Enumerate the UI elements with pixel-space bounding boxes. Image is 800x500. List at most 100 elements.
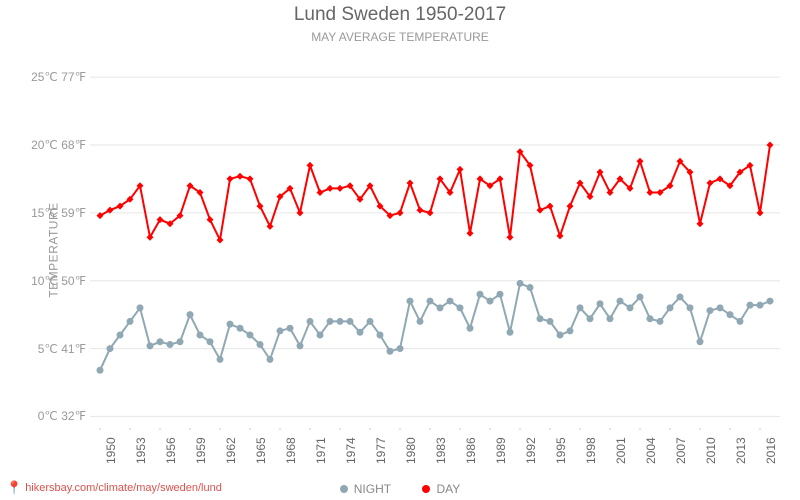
series-marker-day bbox=[757, 209, 764, 216]
series-marker-night bbox=[727, 311, 734, 318]
series-marker-day bbox=[467, 230, 474, 237]
series-marker-night bbox=[197, 332, 204, 339]
series-marker-night bbox=[257, 341, 264, 348]
series-marker-night bbox=[737, 318, 744, 325]
series-marker-day bbox=[337, 185, 344, 192]
source-attribution: 📍 hikersbay.com/climate/may/sweden/lund bbox=[6, 480, 222, 496]
series-marker-night bbox=[637, 294, 644, 301]
series-marker-night bbox=[127, 318, 134, 325]
series-marker-day bbox=[407, 180, 414, 187]
x-tick-label: 1956 bbox=[164, 437, 178, 464]
series-marker-night bbox=[147, 342, 154, 349]
series-marker-night bbox=[407, 298, 414, 305]
x-tick-label: 1992 bbox=[524, 437, 538, 464]
x-tick-label: 1986 bbox=[464, 437, 478, 464]
series-marker-night bbox=[97, 367, 104, 374]
series-marker-day bbox=[307, 162, 314, 169]
series-marker-night bbox=[657, 318, 664, 325]
chart-title: Lund Sweden 1950-2017 bbox=[0, 4, 800, 26]
series-marker-night bbox=[187, 311, 194, 318]
series-marker-day bbox=[247, 175, 254, 182]
series-marker-night bbox=[607, 315, 614, 322]
x-tick-label: 1962 bbox=[224, 437, 238, 464]
series-marker-day bbox=[697, 220, 704, 227]
series-marker-day bbox=[237, 173, 244, 180]
series-marker-night bbox=[337, 318, 344, 325]
series-marker-night bbox=[717, 304, 724, 311]
series-marker-night bbox=[577, 304, 584, 311]
series-marker-night bbox=[117, 332, 124, 339]
series-marker-night bbox=[617, 298, 624, 305]
x-tick-label: 1995 bbox=[554, 437, 568, 464]
series-marker-day bbox=[267, 223, 274, 230]
series-marker-night bbox=[267, 356, 274, 363]
series-marker-night bbox=[287, 325, 294, 332]
series-marker-night bbox=[277, 327, 284, 334]
y-tick-label: 0℃ 32℉ bbox=[38, 409, 86, 423]
x-tick-label: 1965 bbox=[254, 437, 268, 464]
series-marker-night bbox=[227, 321, 234, 328]
series-marker-night bbox=[357, 329, 364, 336]
series-marker-night bbox=[767, 298, 774, 305]
x-tick-label: 1968 bbox=[284, 437, 298, 464]
x-tick-label: 1989 bbox=[494, 437, 508, 464]
series-marker-night bbox=[747, 302, 754, 309]
series-marker-night bbox=[667, 304, 674, 311]
series-marker-day bbox=[427, 209, 434, 216]
series-marker-night bbox=[597, 300, 604, 307]
series-marker-day bbox=[557, 232, 564, 239]
series-marker-night bbox=[377, 332, 384, 339]
legend-label-day: DAY bbox=[436, 482, 460, 496]
series-marker-night bbox=[687, 304, 694, 311]
series-marker-day bbox=[637, 158, 644, 165]
chart-subtitle: MAY AVERAGE TEMPERATURE bbox=[0, 30, 800, 44]
series-marker-night bbox=[417, 318, 424, 325]
series-marker-night bbox=[157, 338, 164, 345]
x-tick-label: 2001 bbox=[614, 437, 628, 464]
series-marker-night bbox=[437, 304, 444, 311]
series-marker-night bbox=[477, 291, 484, 298]
series-marker-night bbox=[137, 304, 144, 311]
legend-marker-day bbox=[422, 485, 430, 493]
series-marker-day bbox=[257, 203, 264, 210]
y-tick-label: 10℃ 50℉ bbox=[31, 274, 86, 288]
x-tick-label: 1950 bbox=[104, 437, 118, 464]
legend-marker-night bbox=[340, 485, 348, 493]
series-marker-day bbox=[597, 169, 604, 176]
series-marker-night bbox=[367, 318, 374, 325]
series-marker-night bbox=[397, 345, 404, 352]
series-marker-day bbox=[567, 203, 574, 210]
series-marker-night bbox=[297, 342, 304, 349]
series-marker-night bbox=[317, 332, 324, 339]
y-tick-label: 20℃ 68℉ bbox=[31, 138, 86, 152]
series-marker-night bbox=[247, 332, 254, 339]
series-marker-night bbox=[307, 318, 314, 325]
x-tick-label: 2007 bbox=[674, 437, 688, 464]
x-tick-label: 1971 bbox=[314, 437, 328, 464]
series-marker-day bbox=[647, 189, 654, 196]
series-marker-night bbox=[447, 298, 454, 305]
series-marker-night bbox=[347, 318, 354, 325]
plot-area bbox=[90, 50, 780, 430]
x-tick-label: 2010 bbox=[704, 437, 718, 464]
series-marker-night bbox=[557, 332, 564, 339]
x-tick-label: 1977 bbox=[374, 437, 388, 464]
x-tick-label: 1959 bbox=[194, 437, 208, 464]
map-pin-icon: 📍 bbox=[6, 480, 22, 496]
legend-item-day: DAY bbox=[422, 482, 460, 496]
x-tick-label: 1953 bbox=[134, 437, 148, 464]
x-tick-label: 1998 bbox=[584, 437, 598, 464]
x-tick-label: 2013 bbox=[734, 437, 748, 464]
series-marker-night bbox=[677, 294, 684, 301]
series-marker-night bbox=[757, 302, 764, 309]
series-marker-day bbox=[767, 142, 774, 149]
series-marker-day bbox=[227, 175, 234, 182]
series-line-night bbox=[100, 283, 770, 370]
series-marker-night bbox=[107, 345, 114, 352]
series-marker-night bbox=[207, 338, 214, 345]
x-tick-label: 1980 bbox=[404, 437, 418, 464]
series-marker-day bbox=[397, 209, 404, 216]
series-marker-night bbox=[487, 298, 494, 305]
series-marker-night bbox=[697, 338, 704, 345]
series-marker-night bbox=[177, 338, 184, 345]
